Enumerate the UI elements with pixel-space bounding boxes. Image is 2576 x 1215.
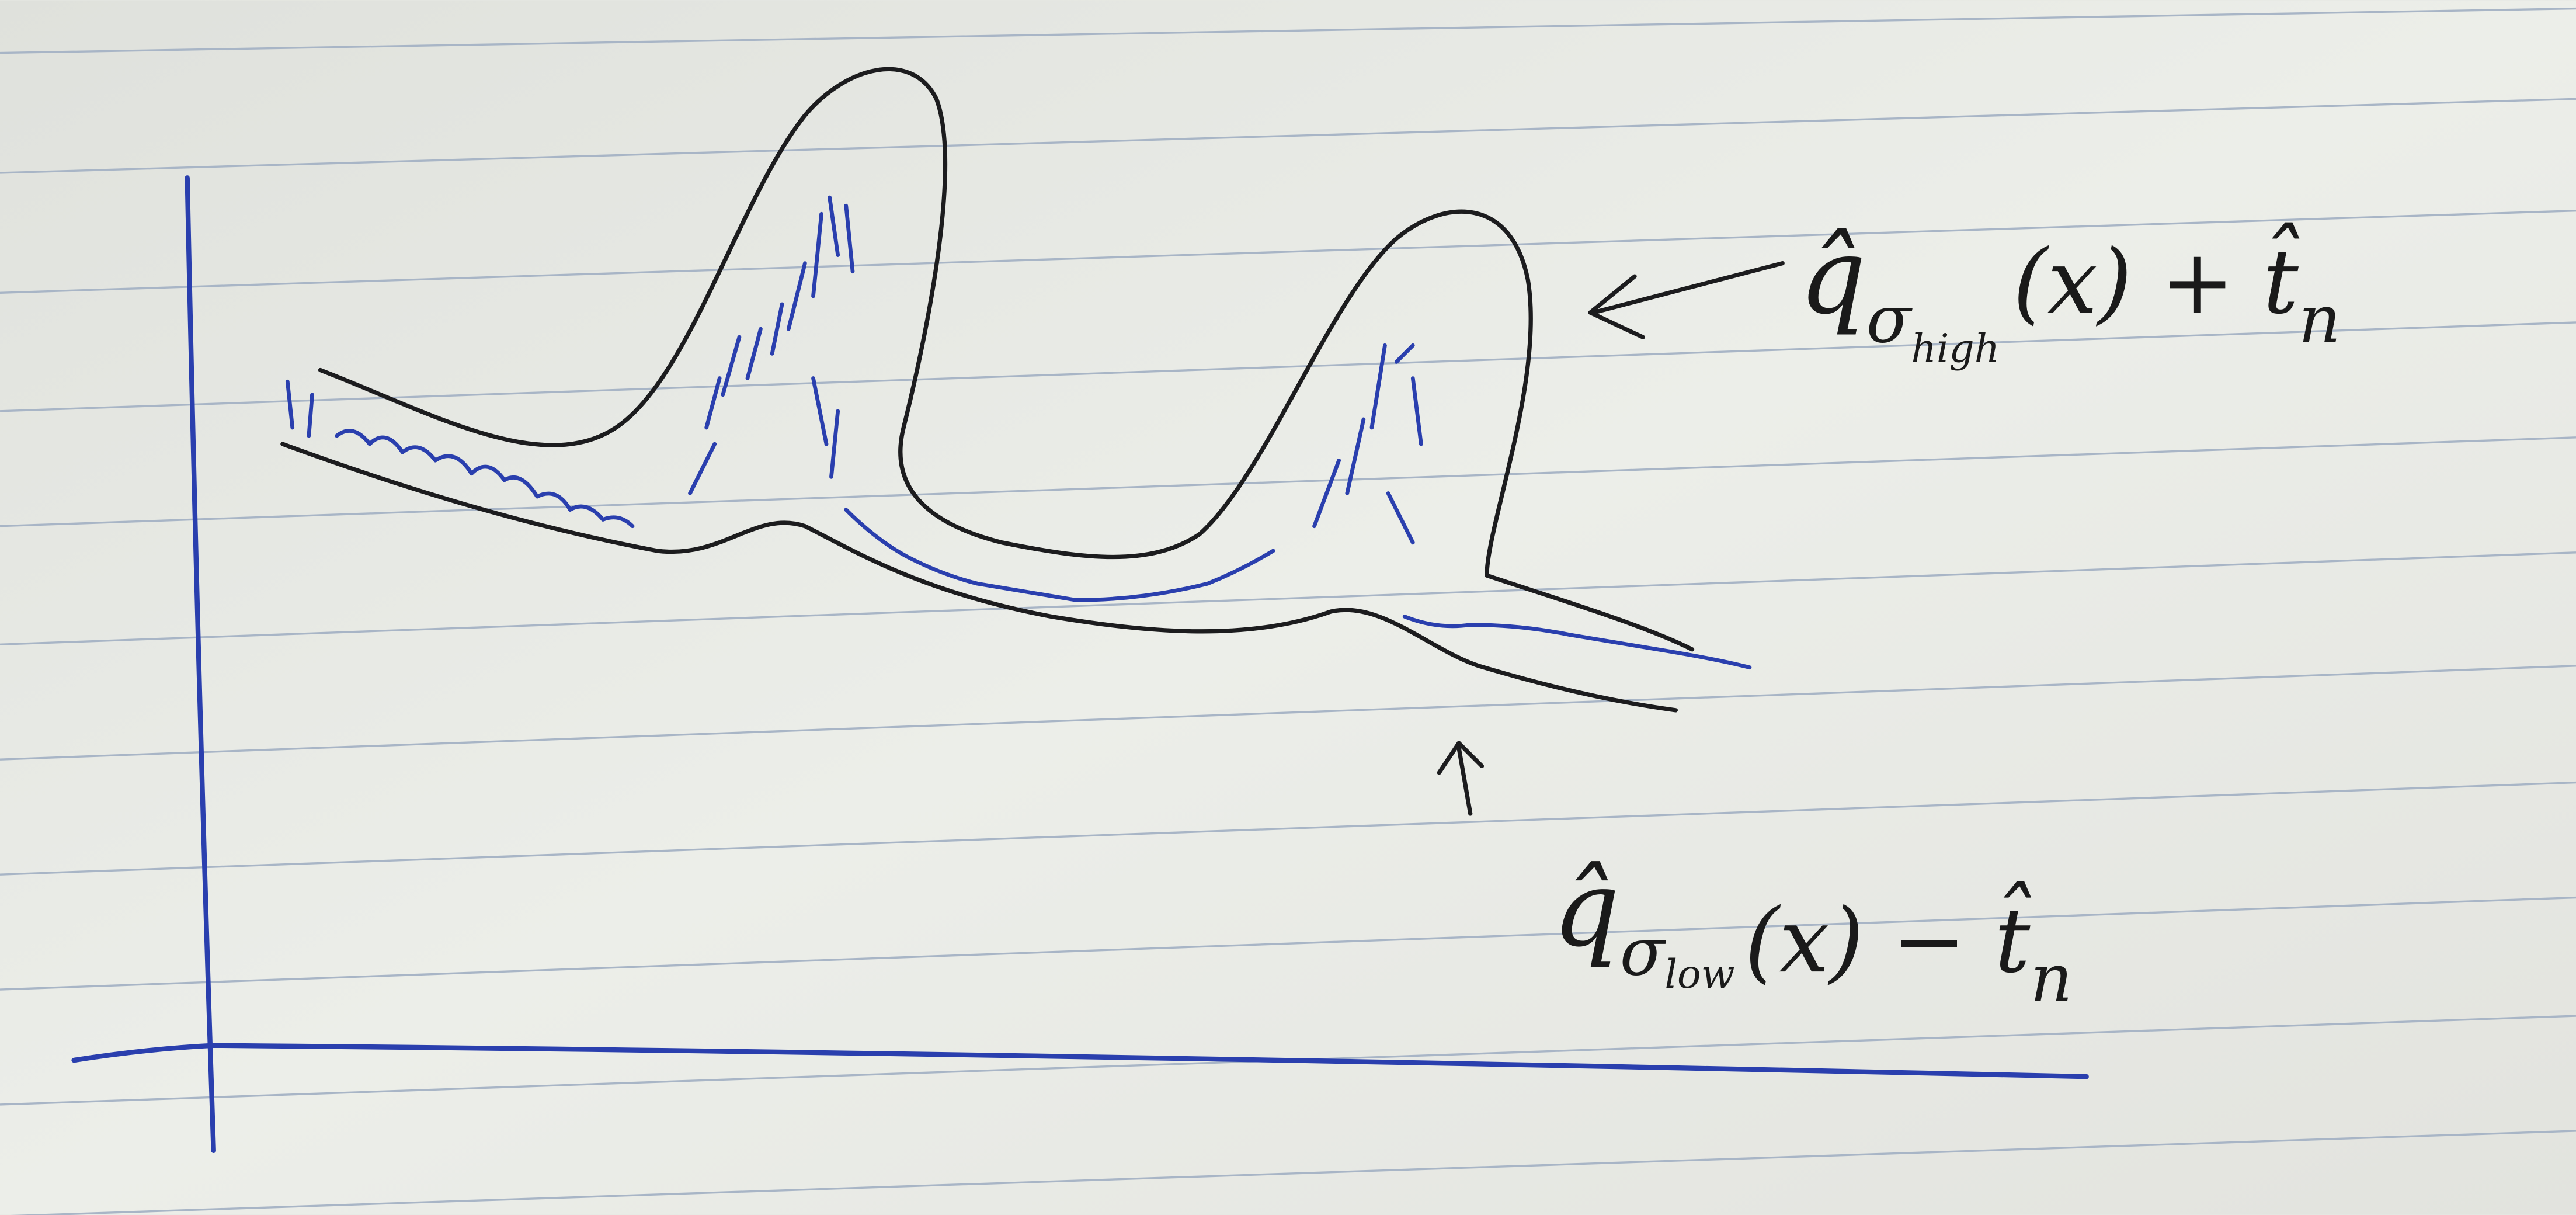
lower-label: q̂σlow (x) − t̂n xyxy=(1552,848,2072,1017)
ruled-lines xyxy=(0,7,2576,1215)
label-rest: (x) − t̂ xyxy=(1744,881,2031,992)
label-sub: σ xyxy=(1866,282,1913,358)
upper-bound xyxy=(318,67,1695,652)
lower-bound xyxy=(280,442,1678,713)
label-sub: σ xyxy=(1620,914,1667,991)
bounds xyxy=(280,67,1695,713)
label-subsub: high xyxy=(1911,325,2000,371)
label-last: n xyxy=(2030,940,2072,1017)
axes xyxy=(71,175,2089,1153)
arrows xyxy=(1437,261,1785,816)
label-last: n xyxy=(2299,282,2341,358)
upper-label: q̂σhigh (x) + t̂n xyxy=(1799,216,2341,371)
label-subsub: low xyxy=(1664,951,1734,997)
label-base: q̂ xyxy=(1799,216,1866,338)
label-rest: (x) + t̂ xyxy=(2013,222,2300,334)
label-base: q̂ xyxy=(1552,848,1619,970)
band-fill xyxy=(285,195,1752,670)
